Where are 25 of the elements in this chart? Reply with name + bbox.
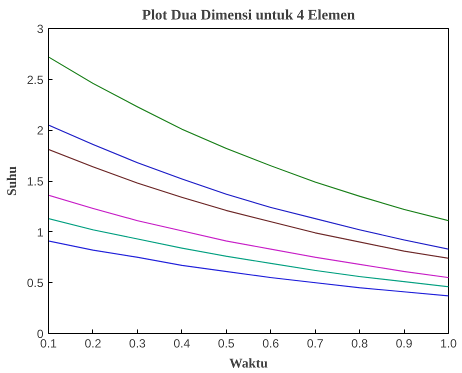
y-tick-label: 3 [36, 22, 44, 36]
y-axis-title: Suhu [4, 166, 19, 196]
line-series [48, 194, 448, 278]
x-tick-label: 0.9 [396, 336, 413, 350]
y-tick-label: 1 [36, 225, 44, 240]
x-tick-label: 0.4 [173, 336, 190, 350]
line-series [48, 56, 448, 222]
x-tick-label: 0.6 [262, 336, 280, 350]
x-axis-title: Waktu [229, 356, 268, 370]
y-tick-label: 0.5 [26, 276, 44, 290]
line-series [48, 218, 448, 288]
line-series [48, 124, 448, 250]
chart-title: Plot Dua Dimensi untuk 4 Elemen [142, 8, 355, 24]
x-tick-label: 0.2 [84, 336, 102, 350]
y-tick-label: 2 [36, 124, 44, 138]
y-tick-label: 2.5 [26, 72, 44, 87]
x-tick-label: 0.8 [351, 336, 368, 350]
x-tick-label: 0.7 [306, 336, 324, 350]
line-series [48, 240, 448, 296]
x-tick-label: 0.3 [129, 336, 146, 350]
line-series [48, 148, 448, 259]
x-tick-label: 0.1 [40, 336, 58, 350]
x-tick-label: 1.0 [440, 336, 458, 350]
x-tick-label: 0.5 [218, 336, 235, 350]
y-tick-label: 1.5 [26, 174, 44, 188]
